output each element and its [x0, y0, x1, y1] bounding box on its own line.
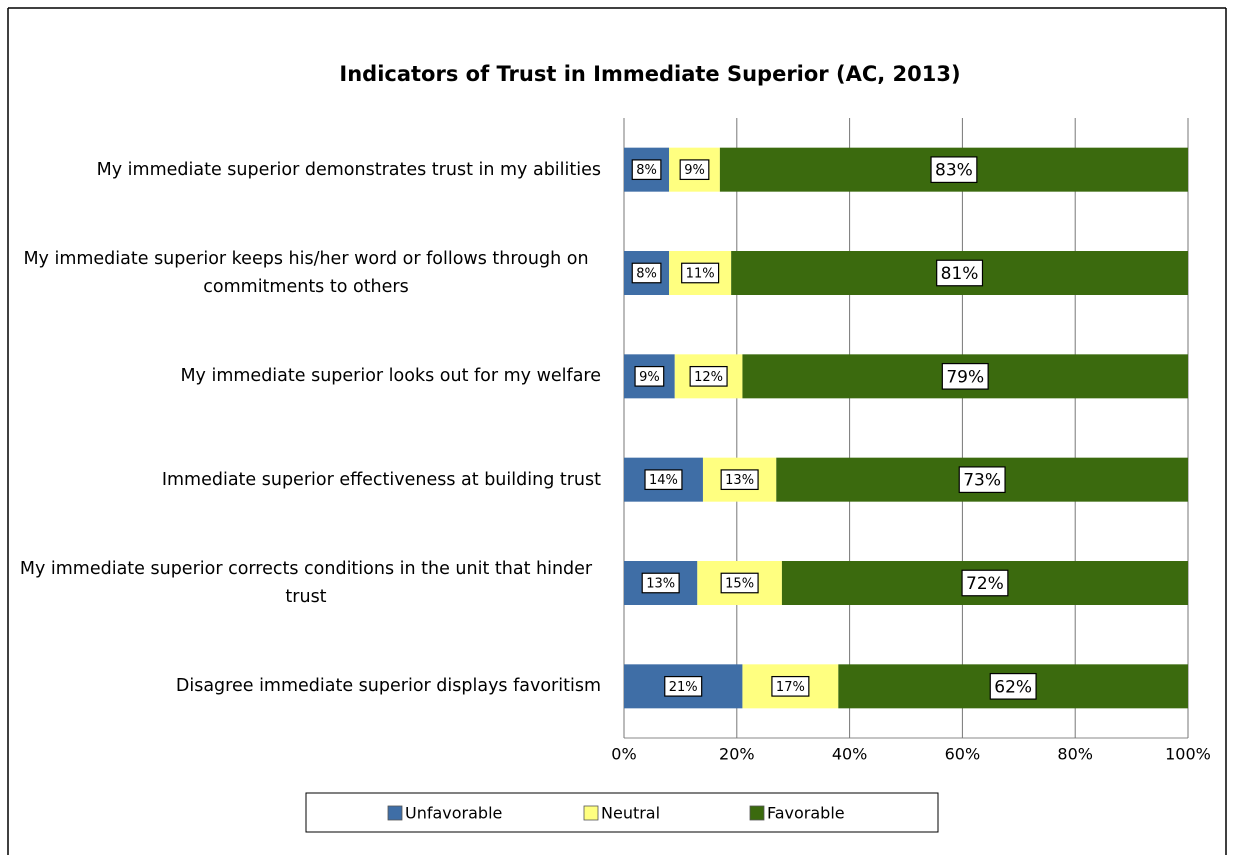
data-label-box: [679, 159, 710, 181]
data-label-text: 9%: [639, 370, 660, 385]
x-tick-label: 0%: [611, 745, 636, 764]
data-label-box: [631, 159, 662, 181]
y-tick-label: My immediate superior keeps his/her word…: [23, 249, 589, 297]
data-label-text: 12%: [694, 370, 723, 385]
data-label-text: 72%: [966, 574, 1004, 594]
data-label-box: [634, 365, 665, 387]
data-label-box: [631, 262, 662, 284]
category-label-box: Disagree immediate superior displays fav…: [11, 656, 601, 716]
legend-box: [305, 792, 939, 833]
data-label: 9%: [634, 365, 665, 387]
x-tick-label: 60%: [945, 745, 981, 764]
data-label: 13%: [641, 572, 680, 594]
data-label-box: [989, 672, 1037, 700]
data-label-box: [720, 469, 759, 491]
legend-swatch: [583, 805, 599, 821]
category-label-box: My immediate superior corrects condition…: [11, 553, 601, 613]
data-label: 17%: [771, 675, 810, 697]
y-tick-label: My immediate superior looks out for my w…: [180, 366, 601, 387]
data-label: 13%: [720, 469, 759, 491]
x-tick-label: 40%: [832, 745, 868, 764]
data-label: 21%: [664, 675, 703, 697]
data-label: 62%: [989, 672, 1037, 700]
data-label-text: 13%: [725, 473, 754, 488]
data-label: 79%: [941, 362, 989, 390]
data-label: 73%: [958, 466, 1006, 494]
data-label-text: 62%: [994, 677, 1032, 697]
legend-label: Favorable: [767, 804, 845, 823]
data-label-box: [720, 572, 759, 594]
y-tick-label: Immediate superior effectiveness at buil…: [161, 469, 601, 490]
data-label-text: 17%: [776, 680, 805, 695]
data-label: 81%: [936, 259, 984, 287]
category-label-box: My immediate superior demonstrates trust…: [11, 140, 601, 200]
x-tick-label: 20%: [719, 745, 755, 764]
data-label-box: [961, 569, 1009, 597]
data-label: 8%: [631, 262, 662, 284]
data-label-text: 9%: [684, 163, 705, 178]
data-label: 72%: [961, 569, 1009, 597]
data-label-text: 21%: [669, 680, 698, 695]
legend-swatch: [387, 805, 403, 821]
legend-label: Unfavorable: [405, 804, 502, 823]
y-tick-label: My immediate superior demonstrates trust…: [96, 159, 601, 180]
data-label-text: 13%: [646, 577, 675, 592]
data-label: 14%: [644, 469, 683, 491]
data-label-text: 8%: [636, 267, 657, 282]
data-label-text: 73%: [963, 471, 1001, 491]
chart-title: Indicators of Trust in Immediate Superio…: [339, 62, 960, 86]
data-label: 83%: [930, 156, 978, 184]
data-label-box: [689, 365, 728, 387]
data-label-box: [930, 156, 978, 184]
category-label-box: My immediate superior looks out for my w…: [11, 346, 601, 406]
data-label-text: 83%: [935, 161, 973, 181]
data-label: 15%: [720, 572, 759, 594]
data-label-box: [936, 259, 984, 287]
data-label-box: [941, 362, 989, 390]
data-label: 8%: [631, 159, 662, 181]
data-label-box: [681, 262, 720, 284]
data-label-text: 81%: [941, 264, 979, 284]
data-label-box: [644, 469, 683, 491]
data-label-box: [771, 675, 810, 697]
data-label-box: [958, 466, 1006, 494]
data-label-text: 11%: [686, 267, 715, 282]
y-tick-label: My immediate superior corrects condition…: [19, 559, 593, 607]
y-tick-label: Disagree immediate superior displays fav…: [175, 676, 601, 697]
data-label-text: 15%: [725, 577, 754, 592]
x-tick-label: 100%: [1165, 745, 1211, 764]
legend-label: Neutral: [601, 804, 660, 823]
category-label-box: My immediate superior keeps his/her word…: [11, 243, 601, 303]
data-label: 9%: [679, 159, 710, 181]
category-label-box: Immediate superior effectiveness at buil…: [11, 450, 601, 510]
data-label-text: 79%: [946, 367, 984, 387]
data-label: 11%: [681, 262, 720, 284]
legend-swatch: [749, 805, 765, 821]
data-label-box: [664, 675, 703, 697]
data-label: 12%: [689, 365, 728, 387]
data-label-text: 8%: [636, 163, 657, 178]
data-label-box: [641, 572, 680, 594]
data-label-text: 14%: [649, 473, 678, 488]
x-tick-label: 80%: [1057, 745, 1093, 764]
